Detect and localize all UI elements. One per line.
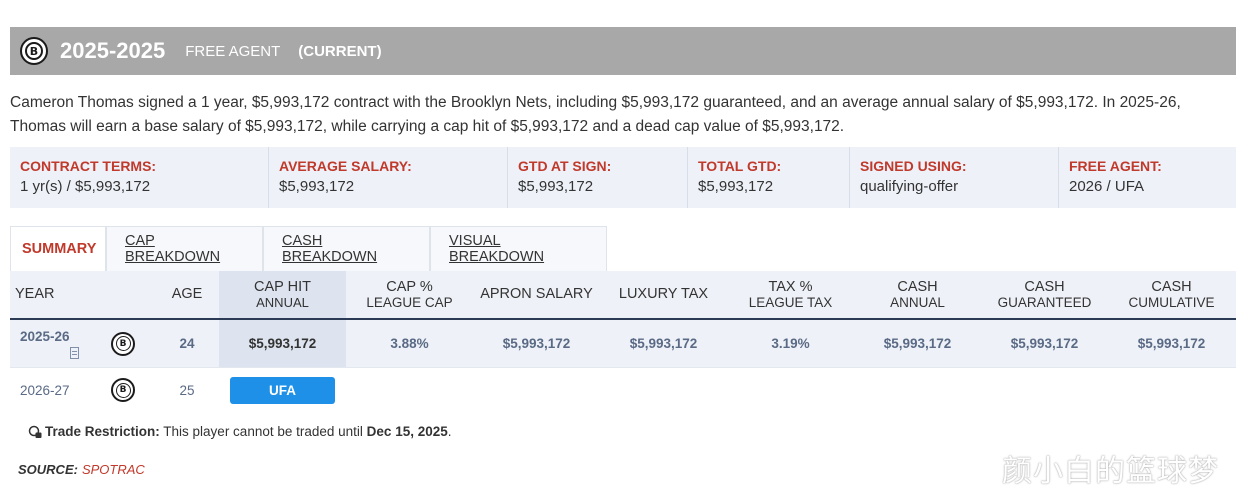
contract-banner: B 2025-2025 FREE AGENT (CURRENT)	[10, 27, 1236, 75]
contract-status: FREE AGENT	[185, 42, 281, 60]
col-cap-pct[interactable]: CAP % LEAGUE CAP	[366, 278, 453, 310]
nets-logo-icon: B	[111, 378, 135, 402]
contract-terms-bar: CONTRACT TERMS: 1 yr(s) / $5,993,172 AVER…	[10, 147, 1236, 208]
trade-restriction: Trade Restriction: This player cannot be…	[28, 424, 452, 439]
cap-hit-cell: $5,993,172	[219, 320, 346, 367]
ufa-badge: UFA	[230, 377, 335, 404]
nets-logo-icon: B	[111, 331, 135, 356]
table-row: 2025-26 B 24 $5,993,172 3.88% $5,993,172…	[10, 320, 1236, 368]
term-contract: CONTRACT TERMS: 1 yr(s) / $5,993,172	[10, 147, 269, 208]
nets-logo-icon: B	[20, 37, 48, 65]
table-row: 2026-27 B 25 UFA	[10, 368, 1236, 412]
cash-gtd-cell: $5,993,172	[1010, 336, 1079, 351]
trade-restriction-date: Dec 15, 2025	[366, 424, 448, 439]
team-cell: B	[98, 368, 148, 412]
document-icon[interactable]	[70, 346, 79, 359]
contract-summary: Cameron Thomas signed a 1 year, $5,993,1…	[10, 94, 1181, 135]
trade-restriction-label: Trade Restriction:	[45, 424, 160, 439]
luxury-cell: $5,993,172	[629, 336, 698, 351]
age-cell: 25	[179, 382, 195, 398]
contract-table-header: YEAR AGE CAP HIT ANNUAL CAP % LEAGUE CAP A…	[10, 271, 1236, 320]
col-luxury-tax[interactable]: LUXURY TAX	[618, 286, 709, 302]
source-link[interactable]: SPOTRAC	[81, 462, 145, 477]
term-signed-using: SIGNED USING: qualifying-offer	[850, 147, 1059, 208]
col-cash-guaranteed[interactable]: CASH GUARANTEED	[997, 278, 1092, 310]
tab-summary[interactable]: SUMMARY	[10, 226, 106, 271]
contract-years: 2025-2025	[60, 38, 166, 63]
tab-cap-breakdown[interactable]: CAP BREAKDOWN	[106, 226, 263, 271]
current-label: (CURRENT)	[298, 42, 382, 60]
term-gtd-at-sign: GTD AT SIGN: $5,993,172	[508, 147, 688, 208]
source-line: SOURCE: SPOTRAC	[18, 462, 145, 477]
col-cash-annual[interactable]: CASH ANNUAL	[890, 278, 945, 310]
cash-cum-cell: $5,993,172	[1137, 336, 1206, 351]
term-average-salary: AVERAGE SALARY: $5,993,172	[269, 147, 508, 208]
age-cell: 24	[179, 336, 195, 351]
col-apron-salary[interactable]: APRON SALARY	[480, 286, 593, 302]
year-cell: 2026-27	[20, 382, 70, 398]
apron-cell: $5,993,172	[502, 336, 571, 351]
trade-restriction-text: This player cannot be traded until	[159, 424, 367, 439]
term-total-gtd: TOTAL GTD: $5,993,172	[688, 147, 850, 208]
col-year[interactable]: YEAR	[15, 286, 55, 302]
tab-visual-breakdown[interactable]: VISUAL BREAKDOWN	[430, 226, 607, 271]
cap-pct-cell: 3.88%	[390, 336, 429, 351]
col-cash-cumulative[interactable]: CASH CUMULATIVE	[1128, 278, 1215, 310]
col-tax-pct[interactable]: TAX % LEAGUE TAX	[748, 278, 833, 310]
year-cell: 2025-26	[20, 320, 90, 367]
tab-cash-breakdown[interactable]: CASH BREAKDOWN	[263, 226, 430, 271]
col-age[interactable]: AGE	[171, 286, 203, 302]
breakdown-tabs: SUMMARY CAP BREAKDOWN CASH BREAKDOWN VIS…	[10, 226, 607, 271]
cash-annual-cell: $5,993,172	[883, 336, 952, 351]
watermark: 颜小白的篮球梦	[1002, 454, 1219, 489]
team-cell: B	[98, 320, 148, 367]
term-free-agent: FREE AGENT: 2026 / UFA	[1069, 158, 1162, 195]
tax-pct-cell: 3.19%	[771, 336, 810, 351]
trade-lock-icon	[28, 425, 42, 438]
col-cap-hit[interactable]: CAP HIT ANNUAL	[219, 271, 346, 318]
